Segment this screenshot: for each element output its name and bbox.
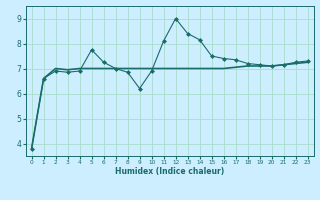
X-axis label: Humidex (Indice chaleur): Humidex (Indice chaleur) (115, 167, 224, 176)
